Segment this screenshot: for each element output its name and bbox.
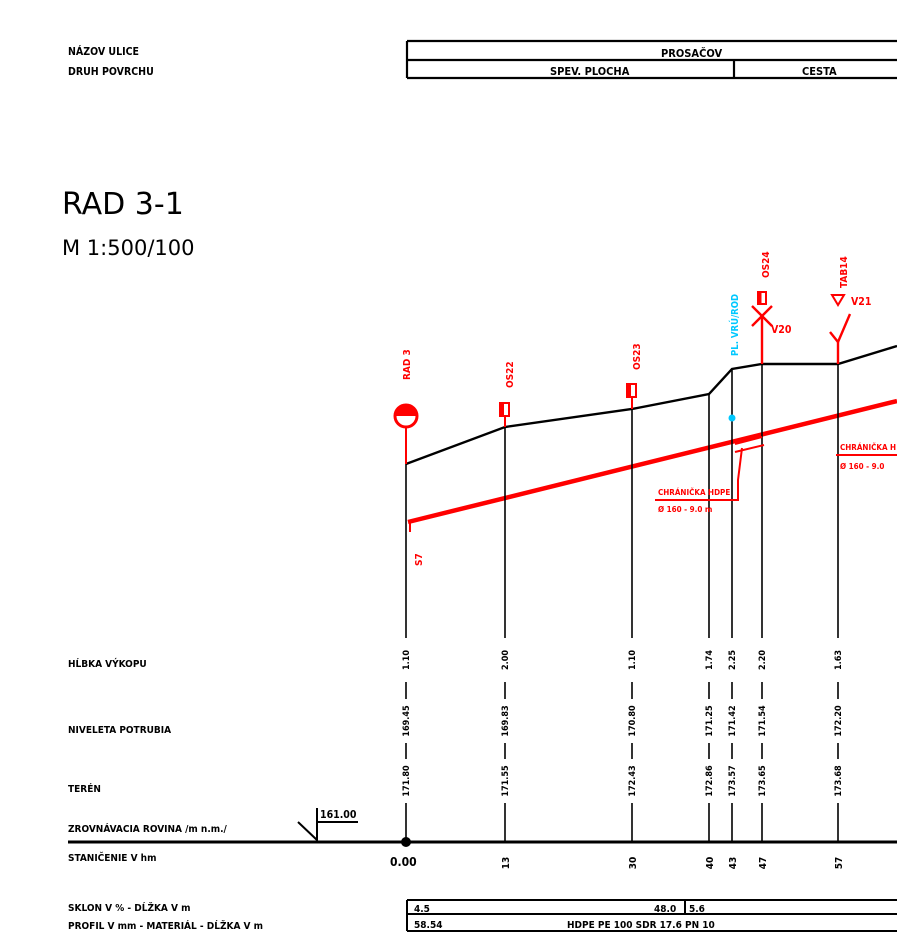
station-lines	[405, 364, 839, 842]
row-label-slope: SKLON V % - DĹŽKA V m	[68, 901, 191, 914]
header-table	[405, 39, 897, 80]
station-value-bg	[727, 759, 737, 803]
station-value-bg	[727, 699, 737, 743]
material-value: HDPE PE 100 SDR 17.6 PN 10	[567, 920, 715, 931]
pipe-line	[407, 398, 897, 525]
row-label-profile: PROFIL V mm - MATERIÁL - DĹŽKA V m	[68, 919, 263, 932]
length-value-1: 58.54	[414, 920, 442, 931]
station-value-bg	[833, 699, 843, 743]
terrain-line	[405, 344, 897, 466]
station-number: 13	[501, 857, 512, 870]
valve-v21-icon	[829, 313, 852, 364]
station-depth-value: 2.25	[728, 650, 738, 670]
station-depth-value: 1.10	[628, 650, 638, 670]
station-value-bg	[401, 759, 411, 803]
station-value-bg	[833, 638, 843, 682]
station-terrain-value: 173.57	[728, 765, 738, 796]
station-terrain-value: 172.43	[628, 765, 638, 796]
station-terrain-value: 172.86	[705, 765, 715, 797]
node-label-rad3: RAD 3	[402, 349, 413, 380]
station-value-bg	[627, 759, 637, 803]
valve-label-v20: V20	[771, 324, 792, 336]
node-label-vent: PL. VRÚ/ROD	[729, 294, 741, 356]
station-value-bg	[704, 699, 714, 743]
node-label-os23: OS23	[632, 343, 643, 370]
station-number: 43	[728, 857, 739, 870]
row-label-datum: ZROVNÁVACIA ROVINA /m n.m./	[68, 822, 228, 835]
valve-label-v21: V21	[851, 296, 871, 308]
station-depth-value: 1.74	[705, 650, 715, 670]
station-number: 40	[705, 857, 716, 870]
node-label-tab14: TAB14	[839, 256, 850, 288]
row-label-depth: HĹBKA VÝKOPU	[68, 657, 147, 670]
station-terrain-value: 173.68	[834, 765, 844, 797]
valve-v20-icon	[751, 305, 773, 364]
casing-2-title: CHRÁNIČKA H	[840, 441, 896, 452]
street-name-label: NÁZOV ULICE	[68, 45, 139, 58]
station-value-bg	[757, 759, 767, 803]
start-station-marker-icon	[401, 837, 411, 847]
station-depth-value: 1.63	[834, 650, 844, 670]
row-label-pipe-level: NIVELETA POTRUBIA	[68, 725, 171, 736]
station-value-bg	[401, 638, 411, 682]
station-value-bg	[727, 638, 737, 682]
slope-value-1: 4.5	[414, 904, 430, 915]
datum-marker-icon	[297, 808, 358, 843]
surface-value-2: CESTA	[802, 65, 837, 78]
node-label-os22: OS22	[505, 361, 516, 388]
station-depth-value: 2.00	[501, 650, 511, 670]
station-value-bg	[401, 699, 411, 743]
station-value-bg	[833, 759, 843, 803]
connection-symbol-icon	[393, 403, 419, 429]
node-label-os24: OS24	[761, 251, 772, 278]
station-value-bg	[627, 699, 637, 743]
station-value-bg	[757, 699, 767, 743]
station-value-bg	[500, 699, 510, 743]
station-value-bg	[627, 638, 637, 682]
station-number: 30	[628, 857, 639, 870]
drawing-title: RAD 3-1	[62, 187, 184, 222]
station-number: 0.00	[390, 855, 417, 869]
bottom-table	[406, 899, 897, 932]
slope-value-2: 48.0	[654, 904, 676, 915]
drawing-scale: M 1:500/100	[62, 236, 194, 260]
datum-value: 161.00	[320, 809, 357, 821]
slope-value-3: 5.6	[689, 904, 705, 915]
row-label-terrain: TERÉN	[68, 782, 101, 795]
station-pipe-value: 171.42	[728, 705, 738, 736]
station-pipe-value: 172.20	[834, 705, 844, 737]
station-number: 47	[758, 857, 769, 870]
station-value-bg	[704, 759, 714, 803]
station-value-bg	[500, 759, 510, 803]
station-pipe-value: 171.25	[705, 705, 715, 737]
surface-value-1: SPEV. PLOCHA	[550, 65, 630, 78]
station-number: 57	[834, 857, 845, 870]
casing-1-title: CHRÁNIČKA HDPE	[658, 486, 730, 497]
hydrant-triangle-icon	[830, 294, 846, 307]
surface-type-label: DRUH POVRCHU	[68, 66, 154, 78]
station-value-bg	[704, 638, 714, 682]
station-terrain-value: 171.55	[501, 765, 511, 797]
station-pipe-value: 171.54	[758, 705, 768, 737]
station-depth-value: 2.20	[758, 650, 768, 670]
station-pipe-value: 170.80	[628, 705, 638, 737]
station-pipe-value: 169.45	[402, 705, 412, 737]
station-depth-value: 1.10	[402, 650, 412, 670]
casing-pipe-1	[655, 436, 765, 501]
casing-1-spec: Ø 160 - 9.0 m	[658, 504, 712, 514]
slope-marker-s7: S7	[414, 553, 425, 566]
station-value-bg	[757, 638, 767, 682]
station-values: 1.10 169.45 171.80 0.00 2.00 169.83 171.55 13 1.…	[390, 638, 845, 869]
station-terrain-value: 171.80	[402, 765, 412, 797]
station-pipe-value: 169.83	[501, 705, 511, 736]
row-label-stationing: STANIČENIE V hm	[68, 851, 156, 864]
station-terrain-value: 173.65	[758, 765, 768, 797]
street-name-value: PROSAČOV	[661, 47, 722, 60]
station-value-bg	[500, 638, 510, 682]
vent-symbol-icon	[728, 414, 736, 422]
casing-2-spec: Ø 160 - 9.0	[840, 461, 884, 471]
